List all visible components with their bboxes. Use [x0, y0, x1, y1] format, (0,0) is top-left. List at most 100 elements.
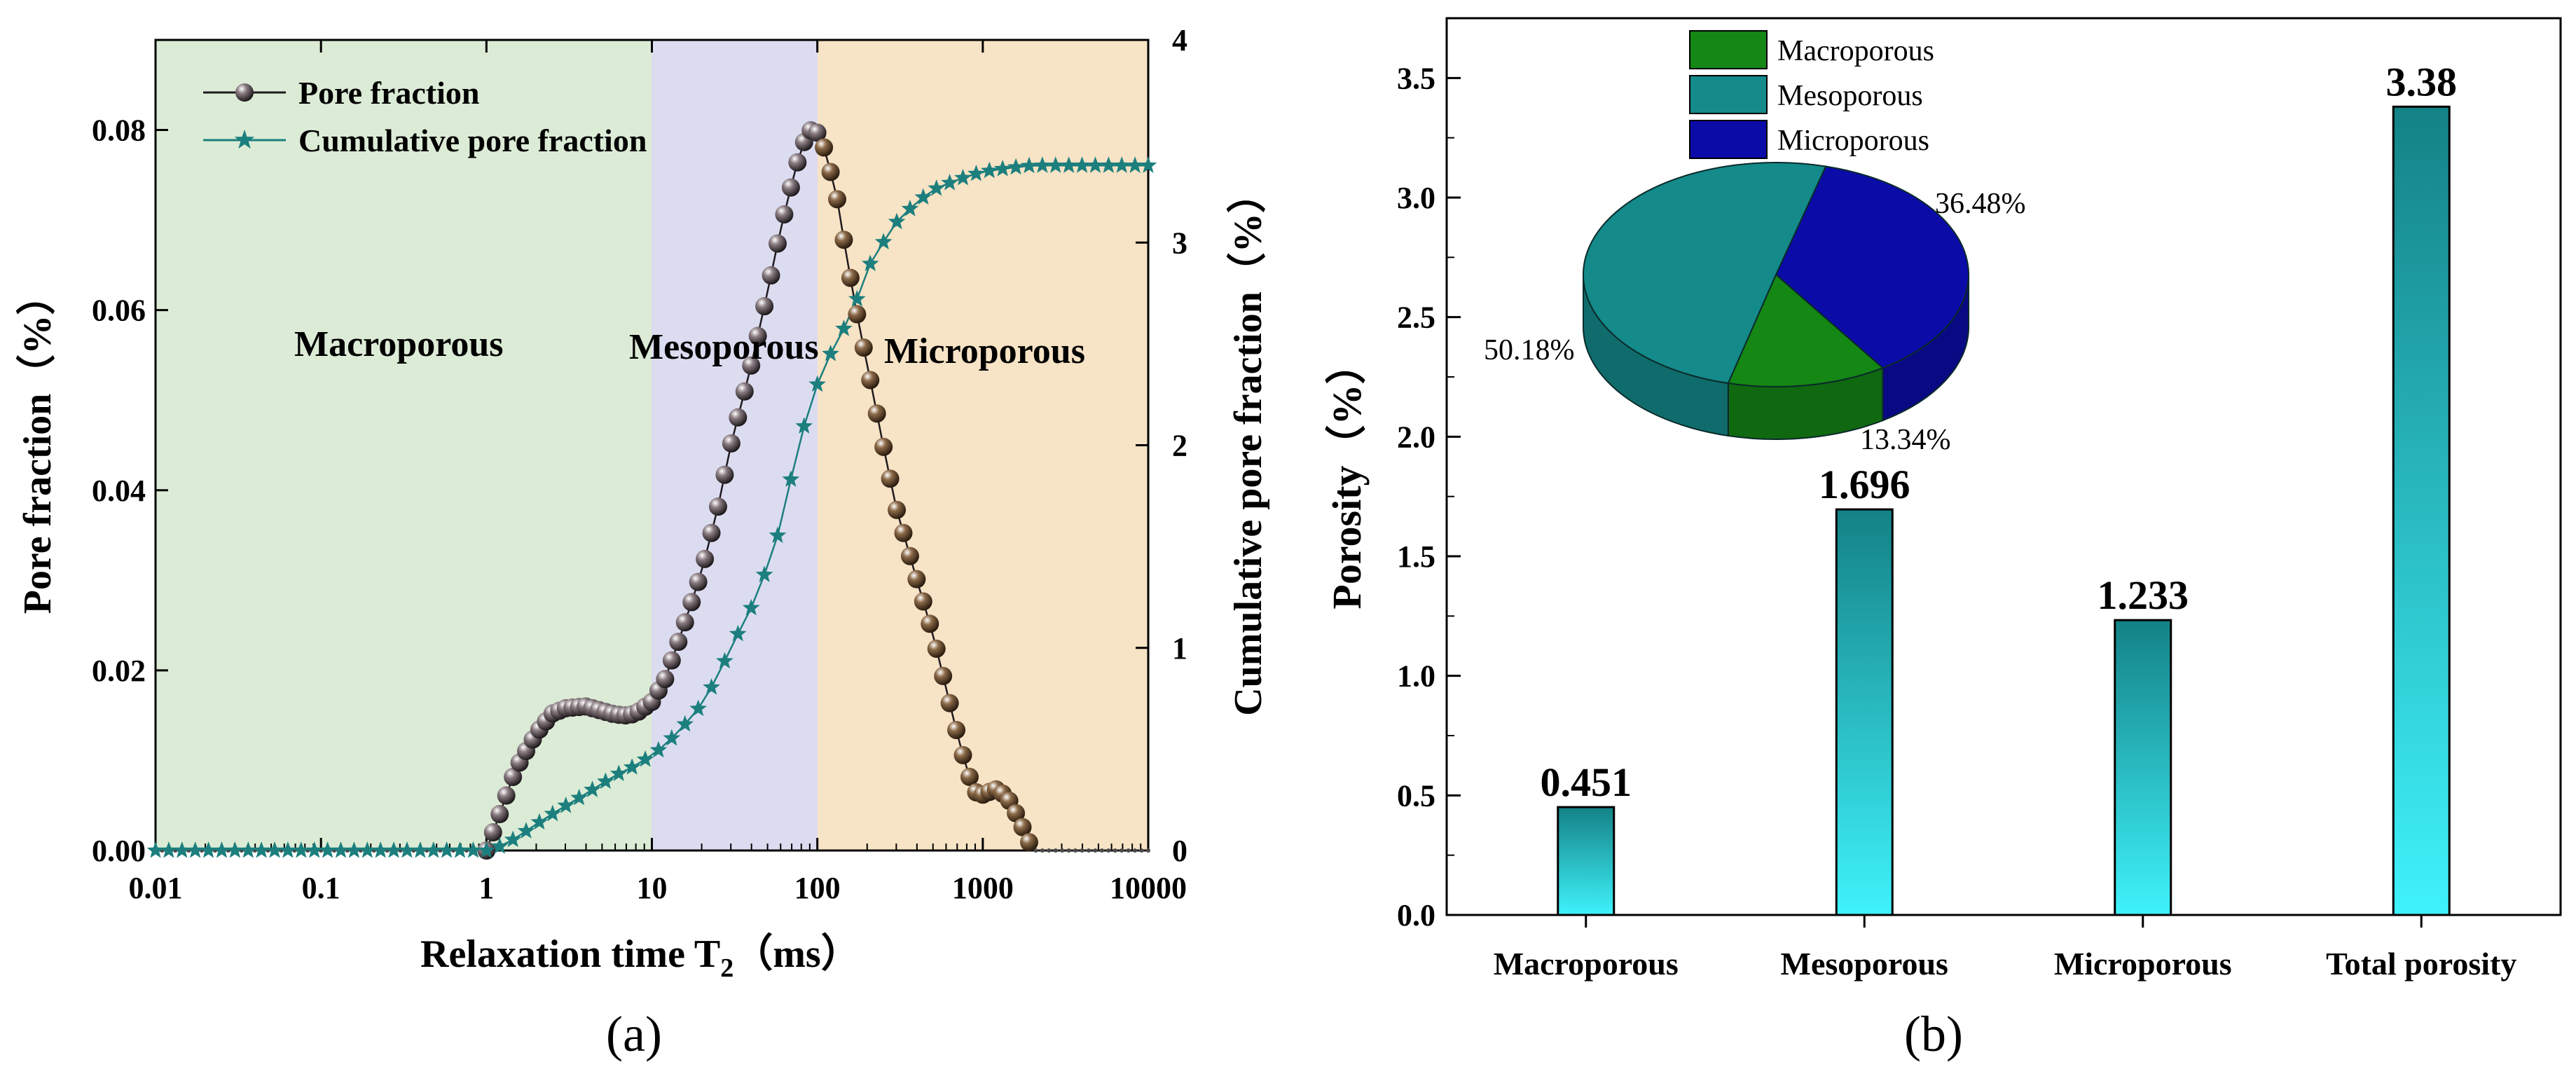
cumulative-fraction-point [822, 345, 839, 362]
plot-frame-b [1445, 17, 2562, 916]
pore-fraction-point [1053, 848, 1058, 853]
pore-fraction-point [821, 163, 840, 181]
pore-fraction-point [696, 549, 715, 568]
pore-fraction-point [1007, 804, 1026, 822]
x-tick-label-b: Macroporous [1494, 946, 1679, 982]
y-tick-label-right: 1 [1172, 631, 1187, 666]
y-tick-label-left: 0.08 [92, 113, 146, 148]
pie-slice-macroporous [1727, 273, 1885, 387]
cumulative-fraction-point [742, 598, 760, 616]
y-tick-label-b: 2.5 [1397, 301, 1435, 335]
cumulative-fraction-point [292, 841, 310, 858]
cumulative-fraction-point [584, 780, 601, 797]
cumulative-fraction-point [557, 797, 575, 813]
panel-label-a: (a) [606, 1006, 662, 1062]
cumulative-fraction-point [609, 764, 628, 781]
cumulative-fraction-point [795, 417, 813, 434]
cumulative-fraction-point [478, 841, 495, 858]
cumulative-fraction-point [1060, 156, 1077, 173]
y-tick-label-left: 0.04 [92, 474, 146, 508]
y-tick-label-b: 1.5 [1397, 539, 1435, 574]
cumulative-fraction-point [901, 200, 919, 216]
pore-fraction-point [1047, 848, 1052, 853]
pore-fraction-point [861, 371, 880, 390]
cumulative-fraction-point [663, 729, 681, 746]
cumulative-fraction-point [200, 841, 217, 858]
pore-fraction-point [874, 437, 893, 456]
cumulative-fraction-point [967, 165, 985, 181]
cumulative-fraction-point [980, 161, 998, 179]
bar-value-label: 0.451 [1541, 759, 1632, 805]
cumulative-fraction-point [1020, 156, 1038, 174]
pore-fraction-point [788, 153, 807, 172]
pore-fraction-point [1133, 848, 1138, 853]
y-tick-label-b: 1.0 [1397, 659, 1435, 694]
cumulative-fraction-point [649, 741, 668, 758]
cumulative-fraction-point [914, 188, 932, 205]
pore-fraction-point [742, 356, 761, 375]
pie-inset [1583, 162, 1969, 440]
pore-fraction-point [914, 592, 932, 611]
y-tick-label-b: 0.5 [1397, 778, 1435, 813]
cumulative-fraction-point [398, 841, 416, 858]
pore-fraction-point [1113, 848, 1117, 853]
pore-fraction-point [729, 408, 748, 427]
pie-legend-swatch-microporous [1689, 120, 1768, 159]
pore-fraction-point [762, 266, 780, 285]
pie-legend-swatch-mesoporous [1689, 75, 1768, 114]
cumulative-fraction-point [425, 841, 443, 858]
cumulative-fraction-point [345, 841, 363, 858]
zone-macroporous [156, 40, 652, 851]
pore-fraction-point [781, 178, 800, 197]
cumulative-fraction-point [226, 841, 244, 858]
pore-fraction-point [775, 205, 794, 223]
region-label-mesoporous: Mesoporous [629, 327, 819, 367]
cumulative-fraction-markers [146, 156, 1157, 858]
pore-fraction-point [722, 434, 741, 453]
pore-fraction-point [1106, 848, 1111, 853]
x-axis-title-a: Relaxation time T2（ms） [420, 932, 860, 983]
pore-fraction-point [934, 666, 953, 685]
pie-label-mesoporous: 50.18% [1484, 334, 1575, 366]
pore-fraction-point [735, 382, 754, 401]
y-tick-label-left: 0.06 [92, 294, 146, 328]
cumulative-fraction-point [1126, 156, 1144, 173]
pore-fraction-point [682, 593, 701, 612]
pore-fraction-point [888, 500, 907, 519]
y-tick-label-right: 3 [1172, 226, 1187, 260]
pore-fraction-point [748, 326, 767, 345]
pore-fraction-point [1126, 848, 1131, 853]
axis-ticks-b: 0.0 0.5 1.0 1.5 2.0 2.5 3.0 3.5 Macroporous Mesop… [1397, 61, 2516, 982]
pore-fraction-point [1120, 848, 1124, 853]
cumulative-fraction-point [305, 841, 324, 858]
y-tick-label-right: 4 [1172, 23, 1187, 57]
x-tick-label-a: 0.01 [129, 871, 183, 905]
cumulative-fraction-point [623, 758, 641, 775]
pore-fraction-point [689, 572, 708, 591]
pore-fraction-point [900, 546, 919, 565]
cumulative-fraction-point [252, 841, 270, 858]
x-tick-label-b: Mesoporous [1781, 946, 1948, 982]
cumulative-fraction-point [530, 813, 549, 830]
cumulative-fraction-point [371, 841, 390, 858]
cumulative-fraction-point [689, 699, 707, 717]
pore-fraction-point [504, 767, 523, 786]
pore-fraction-point [1060, 848, 1065, 853]
region-label-microporous: Microporous [884, 331, 1085, 371]
pore-fraction-point [828, 190, 847, 209]
pore-fraction-point [702, 523, 721, 542]
cumulative-fraction-point [1007, 158, 1025, 175]
legend-label-cumulative: Cumulative pore fraction [298, 123, 647, 158]
cumulative-fraction-point [411, 841, 429, 858]
legend-star-marker [234, 130, 255, 149]
pore-fraction-point [1033, 848, 1038, 853]
cumulative-fraction-point [1113, 156, 1131, 173]
pore-fraction-point [1093, 848, 1098, 853]
cumulative-fraction-point [385, 841, 403, 858]
x-tick-label-a: 10 [637, 871, 668, 905]
bars-b: 0.451 1.696 1.233 3.38 [1541, 59, 2457, 916]
cumulative-fraction-point [782, 470, 800, 487]
x-tick-label-b: Microporous [2054, 946, 2232, 982]
cumulative-fraction-point [993, 160, 1012, 177]
pore-fraction-point [953, 745, 972, 764]
